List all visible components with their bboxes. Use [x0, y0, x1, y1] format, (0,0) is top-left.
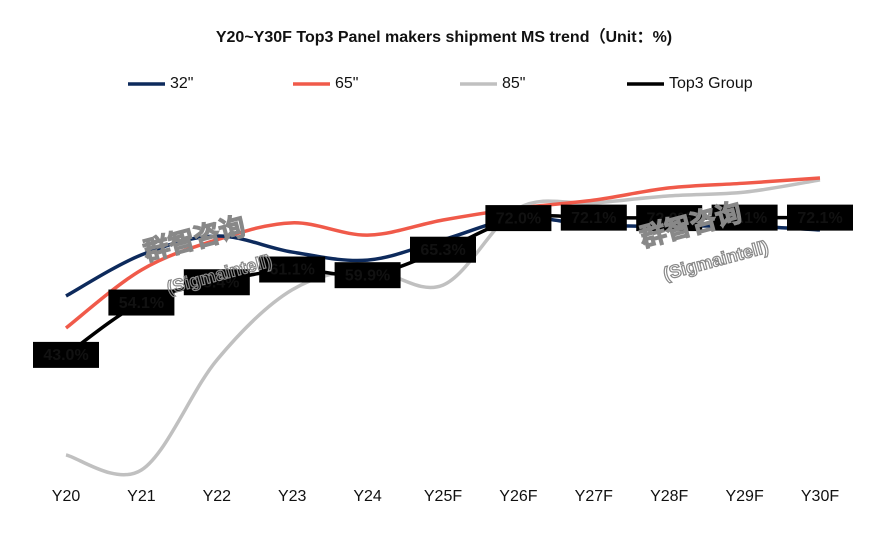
- x-tick-label: Y29F: [725, 488, 763, 505]
- data-label: 72.1%: [571, 210, 616, 227]
- data-label-box: [636, 205, 703, 232]
- data-label-box: [183, 269, 250, 296]
- x-tick-label: Y23: [278, 488, 307, 505]
- x-tick-label: Y27F: [575, 488, 613, 505]
- data-label: 72.1%: [722, 210, 767, 227]
- data-label: 72.0%: [496, 210, 541, 227]
- x-tick-label: Y21: [127, 488, 156, 505]
- data-label-box: [485, 205, 552, 232]
- legend-label: 32": [170, 75, 193, 92]
- legend-label: 65": [335, 75, 358, 92]
- x-tick-label: Y20: [52, 488, 81, 505]
- x-tick-label: Y22: [203, 488, 232, 505]
- data-label: 59.9%: [345, 267, 390, 284]
- data-label: 43.0%: [43, 347, 88, 364]
- data-label: 72.0%: [647, 210, 692, 227]
- x-tick-label: Y24: [353, 488, 382, 505]
- data-label: 61.1%: [270, 262, 315, 279]
- data-label-box: [560, 204, 627, 231]
- plot: Y20 Y21 Y22 Y23 Y24 Y25F Y26F Y27F Y28F Y29F Y30F 3…: [33, 75, 853, 505]
- legend-label: 85": [502, 75, 525, 92]
- data-label: 65.3%: [420, 242, 465, 259]
- x-tick-label: Y28F: [650, 488, 688, 505]
- x-tick-label: Y26F: [499, 488, 537, 505]
- data-label-box: [711, 204, 778, 231]
- chart-title: Y20~Y30F Top3 Panel makers shipment MS t…: [216, 28, 672, 46]
- data-label-box: [787, 204, 853, 231]
- x-tick-label: Y25F: [424, 488, 462, 505]
- x-tick-label: Y30F: [801, 488, 839, 505]
- data-label-box: [259, 256, 326, 283]
- data-label: 72.1%: [797, 210, 842, 227]
- data-label-box: [33, 341, 99, 368]
- series-line: [64, 176, 821, 330]
- data-label-box: [334, 262, 401, 289]
- data-label: 54.1%: [119, 295, 164, 312]
- series-line: [65, 178, 821, 477]
- data-label-box: [410, 236, 476, 263]
- legend-label: Top3 Group: [669, 75, 753, 92]
- data-label-box: [108, 289, 175, 316]
- data-label: 58.4%: [194, 274, 239, 291]
